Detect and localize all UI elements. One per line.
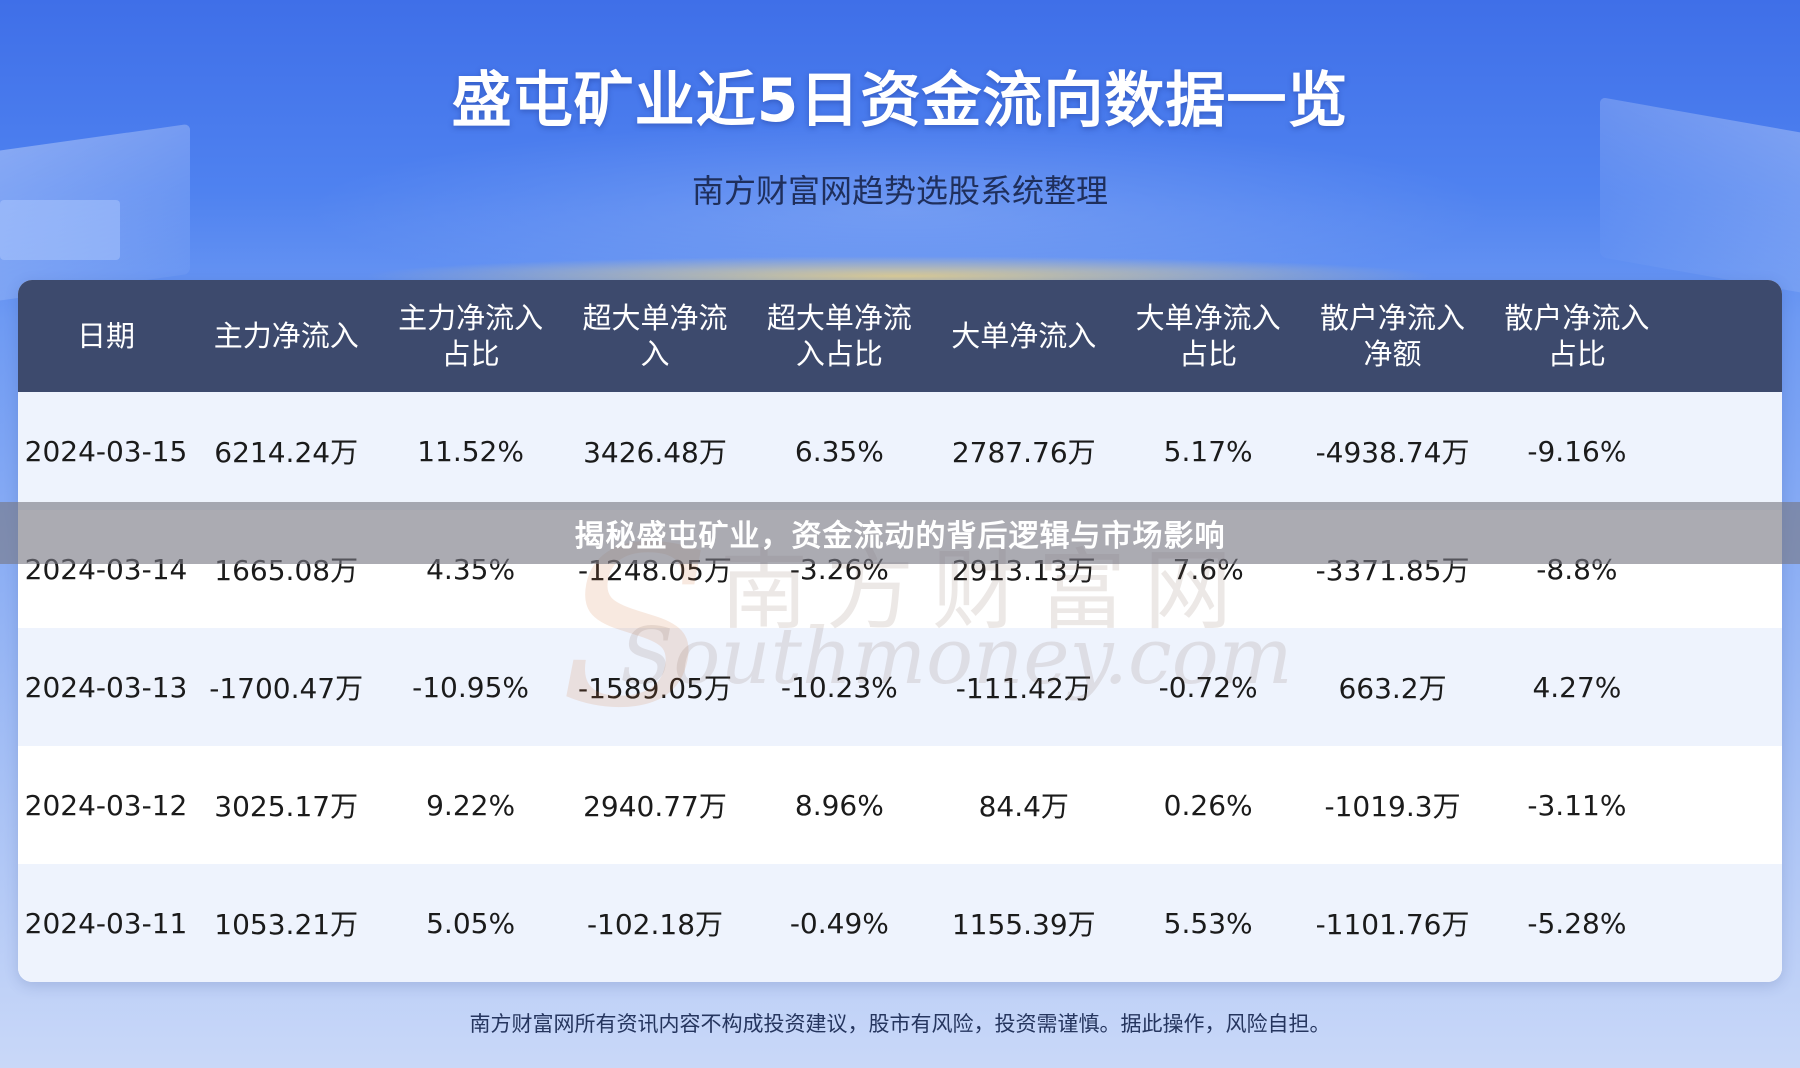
- table-row: 2024-03-11 1053.21万 5.05% -102.18万 -0.49% 115…: [18, 864, 1782, 982]
- value-cell: -111.42万: [955, 672, 1092, 705]
- value-cell: 5.17%: [1163, 434, 1253, 468]
- decor-block-left: [0, 200, 120, 260]
- value-cell: -1589.05万: [578, 672, 732, 705]
- value-cell: -1019.3万: [1324, 790, 1461, 823]
- value-cell: 9.22%: [426, 788, 516, 822]
- column-header: 日期: [76, 319, 135, 353]
- value-cell: -102.18万: [586, 908, 724, 941]
- page-title: 盛屯矿业近5日资金流向数据一览: [451, 66, 1349, 136]
- value-cell: 11.52%: [417, 434, 524, 468]
- value-cell: 5.05%: [426, 906, 516, 940]
- value-cell: -1101.76万: [1315, 908, 1470, 941]
- column-header: 大单净流入 占比: [1135, 301, 1281, 371]
- footer-disclaimer: 南方财富网所有资讯内容不构成投资建议，股市有风险，投资需谨慎。据此操作，风险自担…: [469, 1012, 1331, 1036]
- date-cell: 2024-03-13: [24, 670, 188, 704]
- value-cell: 6214.24万: [214, 436, 359, 469]
- column-header: 散户净流入 占比: [1504, 301, 1650, 371]
- value-cell: 3025.17万: [214, 790, 359, 823]
- value-cell: 4.27%: [1532, 670, 1622, 704]
- value-cell: -9.16%: [1527, 434, 1627, 468]
- date-cell: 2024-03-12: [24, 788, 188, 822]
- table-row: 2024-03-12 3025.17万 9.22% 2940.77万 8.96% 84.4…: [18, 746, 1782, 864]
- value-cell: -1700.47万: [209, 672, 364, 705]
- value-cell: 8.96%: [794, 788, 884, 822]
- value-cell: 6.35%: [794, 434, 884, 468]
- table-row: 2024-03-13 -1700.47万 -10.95% -1589.05万 -10.2…: [18, 628, 1782, 746]
- table-row: 2024-03-15 6214.24万 11.52% 3426.48万 6.35% 278…: [18, 392, 1782, 510]
- value-cell: 3426.48万: [583, 436, 727, 469]
- column-header: 大单净流入: [951, 319, 1097, 353]
- article-title-banner[interactable]: 揭秘盛屯矿业，资金流动的背后逻辑与市场影响: [0, 502, 1800, 564]
- fund-flow-table: 日期 主力净流入 主力净流入 占比 超大单净流 入超大单净流 入占比 大单净流入 大单净流…: [18, 280, 1782, 982]
- value-cell: 663.2万: [1338, 672, 1447, 705]
- value-cell: 2940.77万: [583, 790, 727, 823]
- value-cell: 1053.21万: [214, 908, 359, 941]
- table-body: 2024-03-15 6214.24万 11.52% 3426.48万 6.35% 278…: [18, 392, 1782, 982]
- value-cell: 84.4万: [978, 790, 1069, 823]
- value-cell: 0.26%: [1163, 788, 1253, 822]
- column-header: 超大单净流 入: [582, 301, 728, 371]
- value-cell: 5.53%: [1163, 906, 1253, 940]
- value-cell: -0.49%: [789, 906, 889, 940]
- column-header: 超大单净流 入占比: [766, 301, 912, 371]
- date-cell: 2024-03-11: [24, 906, 188, 940]
- value-cell: 2787.76万: [951, 436, 1096, 469]
- column-header: 主力净流入 占比: [398, 301, 544, 371]
- value-cell: -10.23%: [780, 670, 898, 704]
- page-subtitle: 南方财富网趋势选股系统整理: [691, 172, 1108, 210]
- value-cell: -5.28%: [1527, 906, 1627, 940]
- value-cell: -4938.74万: [1315, 436, 1470, 469]
- value-cell: -0.72%: [1158, 670, 1258, 704]
- value-cell: 1155.39万: [951, 908, 1096, 941]
- column-header: 散户净流入 净额: [1320, 301, 1466, 371]
- table-header: 日期 主力净流入 主力净流入 占比 超大单净流 入超大单净流 入占比 大单净流入 大单净流…: [18, 280, 1782, 392]
- banner-text[interactable]: 揭秘盛屯矿业，资金流动的背后逻辑与市场影响: [574, 519, 1226, 554]
- date-cell: 2024-03-15: [24, 434, 188, 468]
- column-header: 主力净流入: [213, 319, 359, 353]
- value-cell: -3.11%: [1527, 788, 1627, 822]
- value-cell: -10.95%: [412, 670, 530, 704]
